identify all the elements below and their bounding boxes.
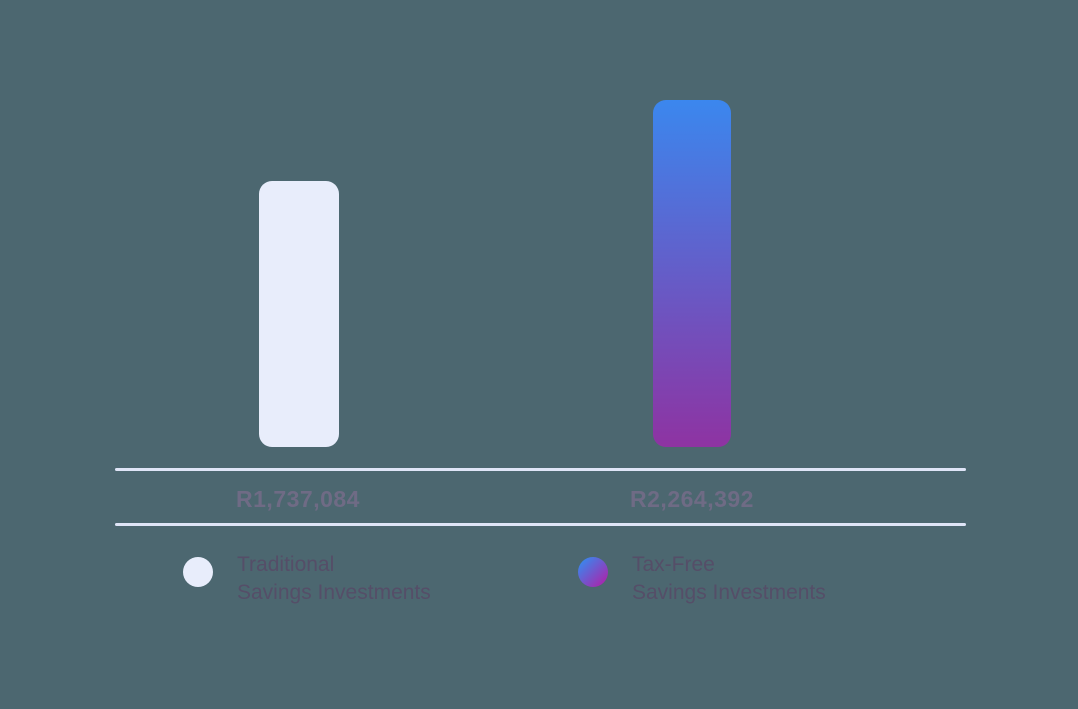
legend-swatch-traditional-icon: [183, 557, 213, 587]
bar-traditional-savings: [259, 181, 339, 447]
legend-label-traditional-line2: Savings Investments: [237, 581, 431, 604]
value-label-tax-free: R2,264,392: [630, 486, 754, 512]
bar-tax-free-savings: [653, 100, 731, 447]
legend-label-traditional: Traditional Savings Investments: [237, 551, 431, 607]
legend-label-tax-free-line1: Tax-Free: [632, 553, 715, 576]
legend-label-traditional-line1: Traditional: [237, 553, 335, 576]
divider-line-top: [115, 468, 966, 471]
legend-label-tax-free: Tax-Free Savings Investments: [632, 551, 826, 607]
legend-swatch-tax-free-icon: [578, 557, 608, 587]
divider-line-bottom: [115, 523, 966, 526]
legend-item-tax-free: Tax-Free Savings Investments: [578, 551, 826, 607]
legend-item-traditional: Traditional Savings Investments: [183, 551, 431, 607]
legend-label-tax-free-line2: Savings Investments: [632, 581, 826, 604]
value-label-traditional: R1,737,084: [236, 486, 360, 512]
